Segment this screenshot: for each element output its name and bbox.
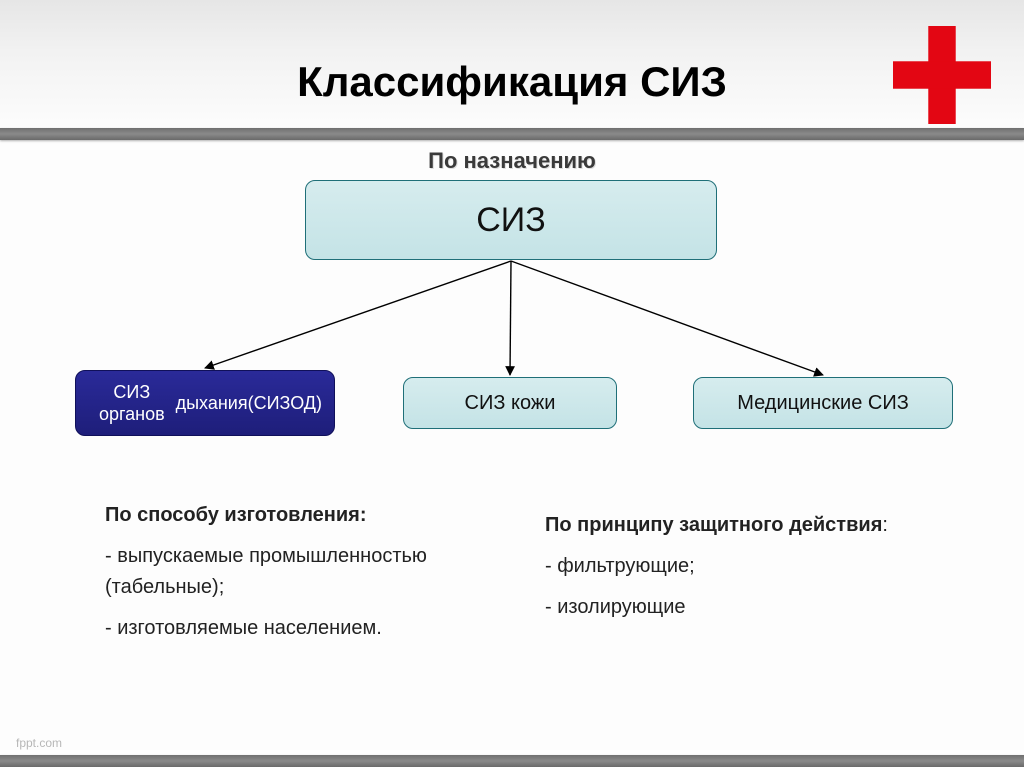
page-title: Классификация СИЗ xyxy=(0,58,1024,106)
diagram-subtitle: По назначению xyxy=(0,148,1024,174)
node-root: СИЗ xyxy=(305,180,717,260)
node-med-label: Медицинские СИЗ xyxy=(737,392,909,415)
node-sizod-line-1: дыхания(СИЗОД) xyxy=(176,392,322,415)
node-skin-label: СИЗ кожи xyxy=(465,392,556,415)
right-text-block: По принципу защитного действия: - фильтр… xyxy=(545,510,965,623)
node-skin: СИЗ кожи xyxy=(403,377,617,429)
right-block-heading-bold: По принципу защитного действия xyxy=(545,514,882,536)
left-text-block: По способу изготовления: - выпускаемые п… xyxy=(105,500,485,644)
node-root-label: СИЗ xyxy=(476,201,546,240)
node-med: Медицинские СИЗ xyxy=(693,377,953,429)
bottom-divider-bar xyxy=(0,755,1024,767)
top-divider-bar xyxy=(0,128,1024,140)
left-block-item-1: - изготовляемые населением. xyxy=(105,613,485,644)
footer-watermark: fppt.com xyxy=(16,736,62,750)
right-block-heading-colon: : xyxy=(882,514,888,536)
node-sizod: СИЗ органовдыхания(СИЗОД) xyxy=(75,370,335,436)
right-block-item-0: - фильтрующие; xyxy=(545,551,965,582)
left-block-item-0: - выпускаемые промышленностью (табельные… xyxy=(105,541,485,603)
right-block-item-1: - изолирующие xyxy=(545,592,965,623)
node-sizod-line-0: СИЗ органов xyxy=(88,381,176,426)
left-block-heading: По способу изготовления: xyxy=(105,500,485,531)
right-block-heading: По принципу защитного действия: xyxy=(545,510,965,541)
